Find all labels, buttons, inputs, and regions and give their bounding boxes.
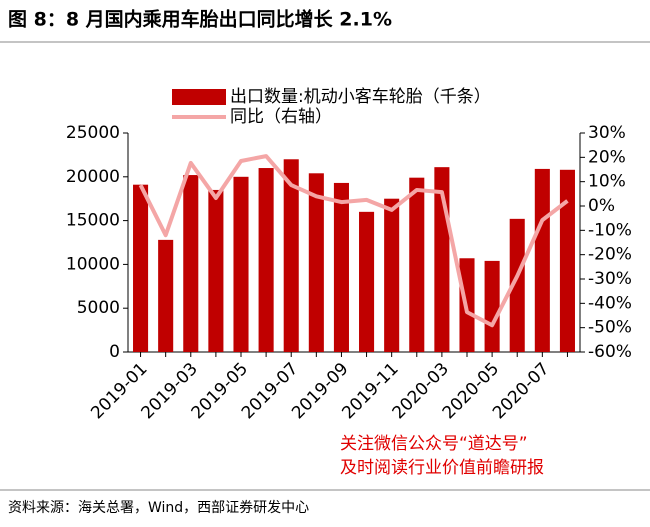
source: 资料来源：海关总署，Wind，西部证券研发中心	[8, 500, 309, 516]
y2-tick-label: 10%	[588, 172, 626, 192]
y2-tick-label: -30%	[588, 269, 632, 289]
bar	[158, 239, 174, 352]
bar	[333, 182, 349, 352]
bar	[233, 176, 249, 352]
y2-tick-label: -20%	[588, 245, 632, 265]
y2-tick-label: -40%	[588, 293, 632, 313]
legend-swatch	[172, 89, 226, 105]
chart-title: 图 8：8 月国内乘用车胎出口同比增长 2.1%	[8, 8, 392, 31]
y2-tick-label: -10%	[588, 220, 632, 240]
y-tick-label: 0	[109, 342, 120, 362]
line-series	[138, 154, 569, 328]
bar	[308, 173, 324, 352]
bar	[484, 260, 500, 352]
bar	[133, 184, 149, 352]
bar	[258, 168, 274, 352]
y-tick-label: 25000	[66, 123, 120, 143]
y-tick-label: 20000	[66, 167, 120, 187]
y2-tick-label: 20%	[588, 147, 626, 167]
bar	[384, 198, 400, 352]
y2-tick-label: -50%	[588, 318, 632, 338]
y-tick-label: 15000	[66, 211, 120, 231]
y-tick-label: 5000	[77, 298, 120, 318]
bar	[183, 175, 199, 352]
annotation: 关注微信公众号“道达号”	[340, 434, 528, 454]
bar	[283, 159, 299, 352]
bar	[509, 218, 525, 352]
y2-tick-label: -60%	[588, 342, 632, 362]
y2-tick-label: 0%	[588, 196, 615, 216]
legend-label: 出口数量:机动小客车轮胎（千条）	[230, 87, 491, 107]
legend-label: 同比（右轴）	[230, 107, 332, 127]
bar	[208, 189, 224, 352]
y2-tick-label: 30%	[588, 123, 626, 143]
bar	[359, 211, 375, 352]
annotation: 及时阅读行业价值前瞻研报	[340, 458, 544, 478]
bar	[409, 177, 425, 352]
bar	[534, 168, 550, 352]
bar	[559, 169, 575, 352]
y-tick-label: 10000	[66, 254, 120, 274]
